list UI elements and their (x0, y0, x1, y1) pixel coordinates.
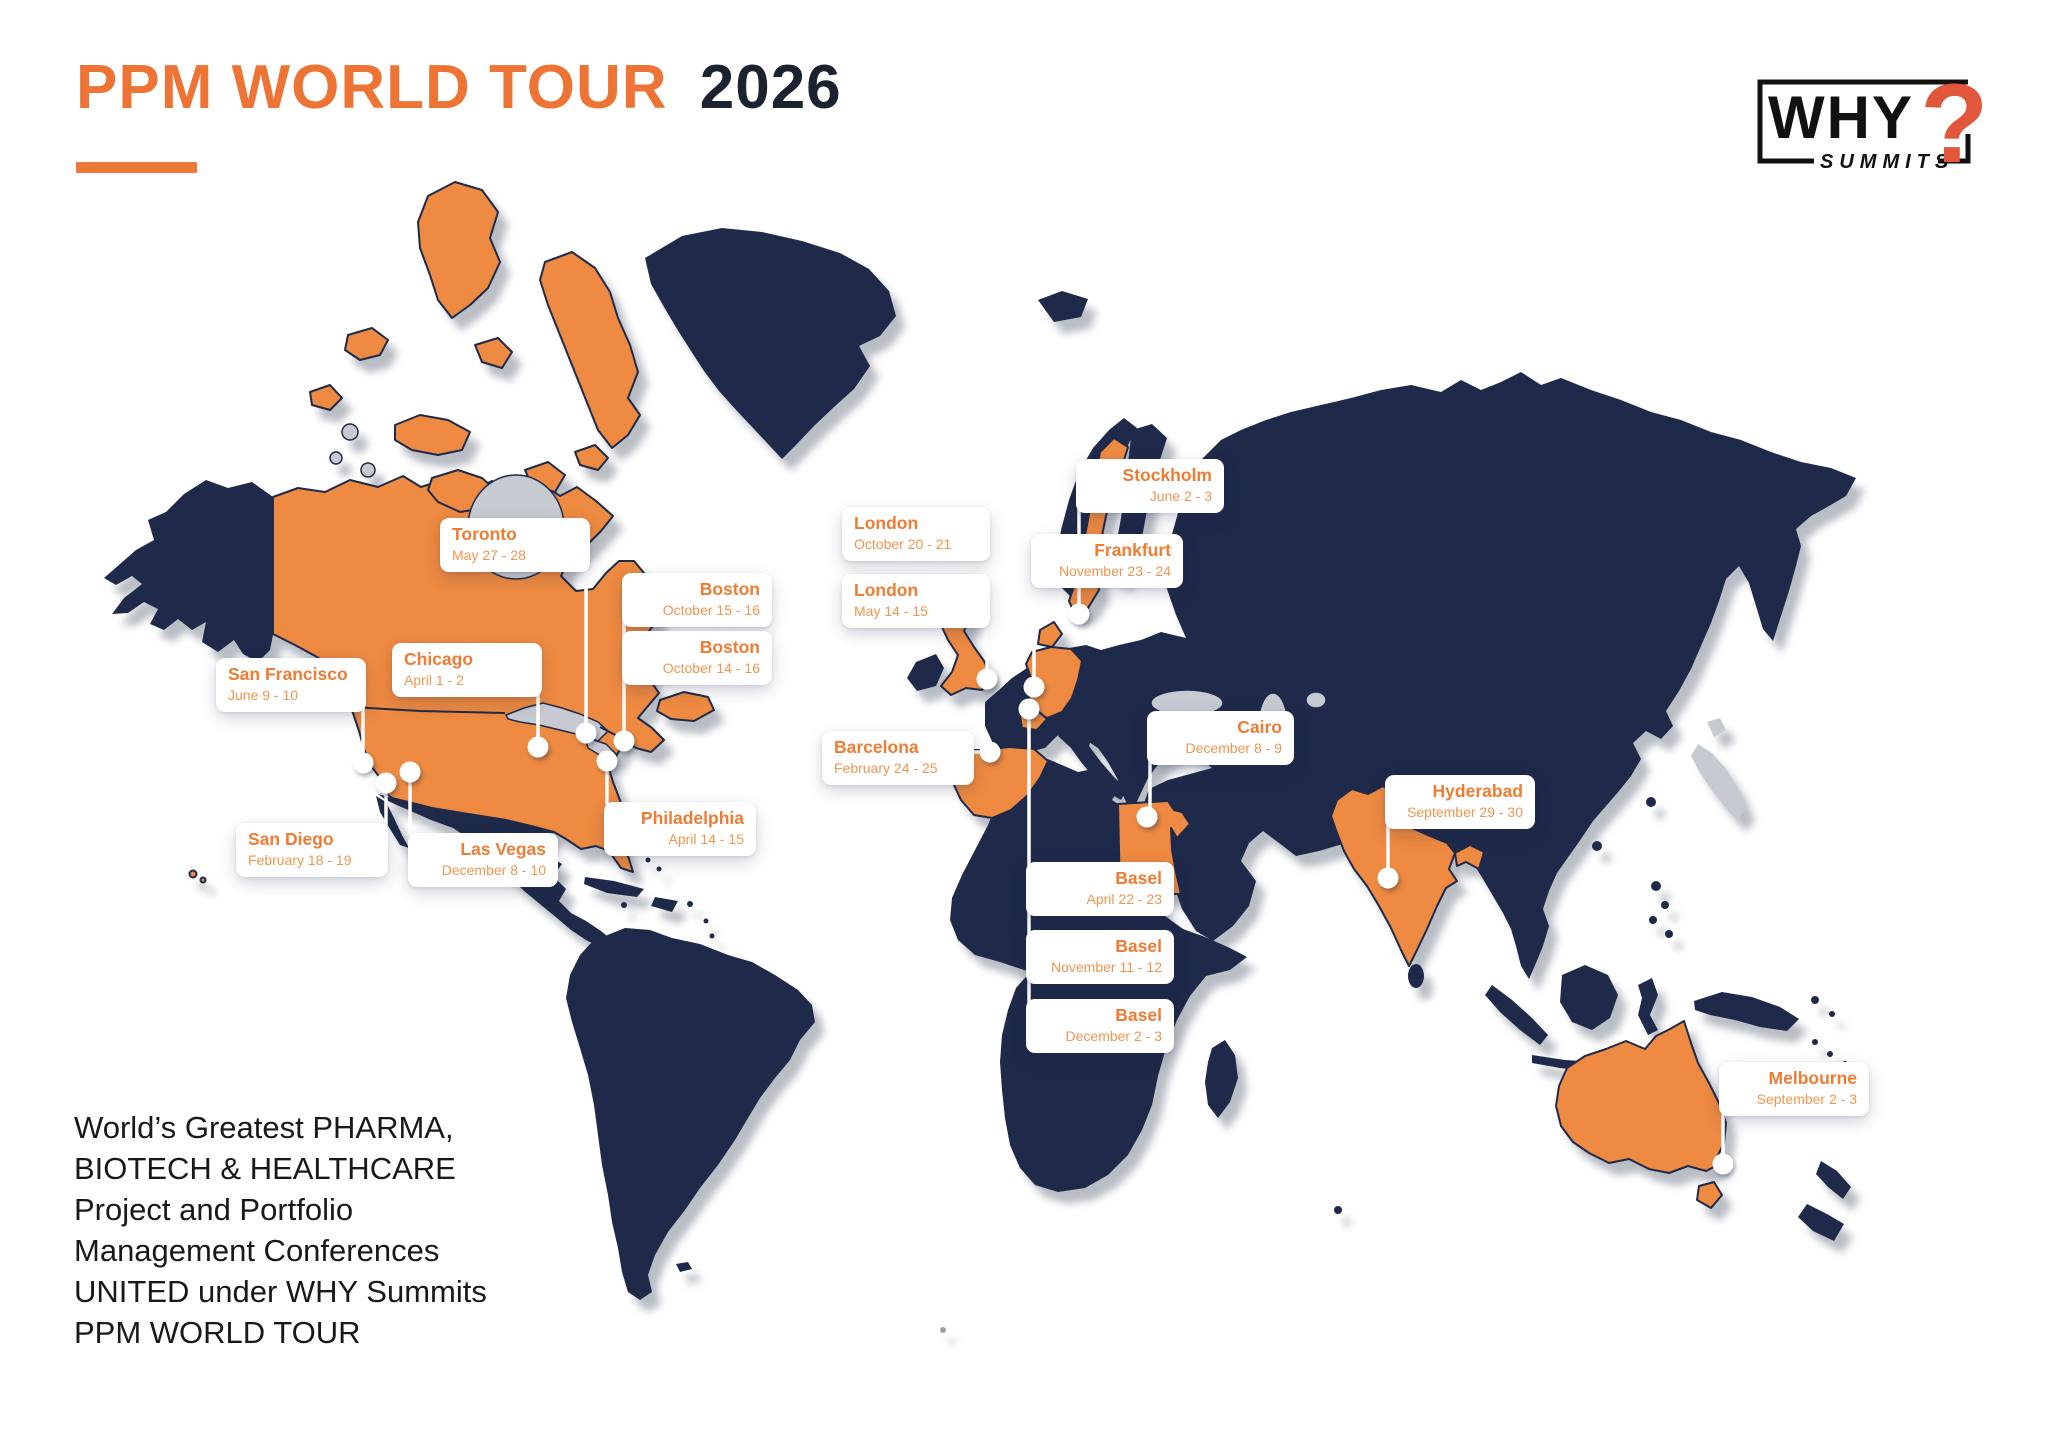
event-card-basel-dec[interactable]: Basel December 2 - 3 (1026, 999, 1174, 1054)
event-city-label: Boston (699, 579, 760, 599)
tagline-line: Management Conferences (74, 1232, 440, 1268)
logo-subtitle: SUMMITS (1820, 151, 1954, 173)
event-dates-label: September 2 - 3 (1756, 1090, 1857, 1107)
event-dates-label: June 2 - 3 (1149, 487, 1212, 504)
tagline-line: World’s Greatest PHARMA, (74, 1110, 454, 1145)
event-dates-label: April 14 - 15 (668, 830, 744, 847)
tagline-line: PPM WORLD TOUR (74, 1314, 361, 1350)
event-card-frankfurt[interactable]: Frankfurt November 23 - 24 (1031, 534, 1183, 589)
tagline-line: BIOTECH & HEALTHCARE (74, 1150, 456, 1186)
logo-frame (1757, 79, 1968, 164)
location-dot-melbourne[interactable] (1712, 1153, 1734, 1175)
event-city-label: Hyderabad (1432, 781, 1523, 801)
event-card-boston-oct15[interactable]: Boston October 15 - 16 (622, 573, 772, 628)
event-card-san-francisco[interactable]: San Francisco June 9 - 10 (216, 658, 366, 713)
map-island-speck (1334, 1206, 1342, 1214)
event-dates-label: December 8 - 9 (1185, 739, 1282, 756)
map-landmass-gray (1691, 718, 1746, 820)
event-dates-label: September 29 - 30 (1407, 803, 1523, 820)
event-city-label: Chicago (404, 649, 474, 669)
location-dot-toronto[interactable] (575, 722, 597, 744)
event-dates-label: April 22 - 23 (1086, 890, 1162, 907)
event-dates-label: October 20 - 21 (854, 535, 952, 552)
event-city-label: London (854, 513, 919, 533)
event-city-label: Philadelphia (640, 808, 744, 828)
event-city-label: Basel (1115, 868, 1162, 888)
event-card-basel-nov[interactable]: Basel November 11 - 12 (1026, 930, 1174, 985)
event-card-las-vegas[interactable]: Las Vegas December 8 - 10 (408, 833, 558, 888)
event-city-label: Frankfurt (1094, 540, 1171, 560)
tagline-line: UNITED under WHY Summits (74, 1273, 487, 1309)
location-dot-frankfurt[interactable] (1023, 676, 1045, 698)
tagline-line: Project and Portfolio (74, 1191, 354, 1227)
location-dot-san-diego[interactable] (375, 772, 397, 794)
event-city-label: Cairo (1237, 717, 1282, 737)
logo-word: WHY (1768, 84, 1914, 151)
event-card-philadelphia[interactable]: Philadelphia April 14 - 15 (604, 802, 756, 857)
title-underline (76, 162, 197, 173)
event-card-london-may[interactable]: London May 14 - 15 (842, 574, 990, 629)
event-dates-label: November 11 - 12 (1050, 958, 1162, 975)
location-dot-san-francisco[interactable] (352, 752, 374, 774)
page-title: PPM WORLD TOUR 2026 (76, 52, 842, 123)
event-city-label: Barcelona (834, 737, 919, 757)
event-dates-label: November 23 - 24 (1058, 562, 1171, 579)
location-dot-cairo[interactable] (1136, 806, 1158, 828)
event-city-label: Stockholm (1122, 465, 1212, 485)
event-dates-label: February 18 - 19 (248, 851, 352, 868)
title-main: PPM WORLD TOUR (76, 53, 668, 122)
event-card-boston-oct14[interactable]: Boston October 14 - 16 (622, 631, 772, 686)
event-card-chicago[interactable]: Chicago April 1 - 2 (392, 643, 542, 698)
event-dates-label: February 24 - 25 (834, 759, 938, 776)
event-dates-label: October 15 - 16 (662, 601, 760, 618)
tagline: World’s Greatest PHARMA, BIOTECH & HEALT… (74, 1108, 634, 1353)
logo-frame (1938, 134, 1971, 164)
event-dates-label: December 2 - 3 (1065, 1027, 1162, 1044)
location-dot-hyderabad[interactable] (1377, 867, 1399, 889)
event-city-label: Basel (1115, 936, 1162, 956)
location-dot-chicago[interactable] (527, 736, 549, 758)
event-card-melbourne[interactable]: Melbourne September 2 - 3 (1719, 1062, 1869, 1117)
logo-question-mark-icon: ? (1920, 70, 1988, 186)
event-city-label: Basel (1115, 1005, 1162, 1025)
event-city-label: Boston (699, 637, 760, 657)
event-city-label: Las Vegas (460, 839, 546, 859)
location-dot-las-vegas[interactable] (399, 761, 421, 783)
event-dates-label: April 1 - 2 (404, 671, 464, 688)
event-card-san-diego[interactable]: San Diego February 18 - 19 (236, 823, 388, 878)
event-city-label: Melbourne (1768, 1068, 1857, 1088)
event-card-london-oct[interactable]: London October 20 - 21 (842, 507, 990, 562)
event-card-stockholm[interactable]: Stockholm June 2 - 3 (1076, 459, 1224, 514)
location-dot-london-oct[interactable] (976, 668, 998, 690)
location-dot-philadelphia[interactable] (596, 750, 618, 772)
title-year: 2026 (699, 53, 842, 122)
location-dot-boston-oct15[interactable] (613, 730, 635, 752)
event-city-label: London (854, 580, 919, 600)
event-city-label: Toronto (452, 524, 517, 544)
map-island-speck (940, 1327, 946, 1333)
why-summits-logo: WHY SUMMITS ? (1757, 70, 1988, 186)
event-dates-label: June 9 - 10 (228, 686, 299, 703)
location-dot-barcelona[interactable] (979, 741, 1001, 763)
location-dot-stockholm[interactable] (1068, 603, 1090, 625)
event-city-label: San Francisco (228, 664, 348, 684)
event-card-cairo[interactable]: Cairo December 8 - 9 (1147, 711, 1294, 766)
event-city-label: San Diego (248, 829, 334, 849)
event-card-barcelona[interactable]: Barcelona February 24 - 25 (822, 731, 974, 786)
location-dot-basel-apr[interactable] (1018, 698, 1040, 720)
event-card-toronto[interactable]: Toronto May 27 - 28 (440, 518, 590, 573)
event-dates-label: December 8 - 10 (441, 861, 546, 878)
event-card-hyderabad[interactable]: Hyderabad September 29 - 30 (1385, 775, 1535, 830)
event-card-basel-apr[interactable]: Basel April 22 - 23 (1026, 862, 1174, 917)
event-dates-label: May 27 - 28 (452, 546, 526, 563)
event-dates-label: October 14 - 16 (662, 659, 760, 676)
event-dates-label: May 14 - 15 (854, 602, 928, 619)
